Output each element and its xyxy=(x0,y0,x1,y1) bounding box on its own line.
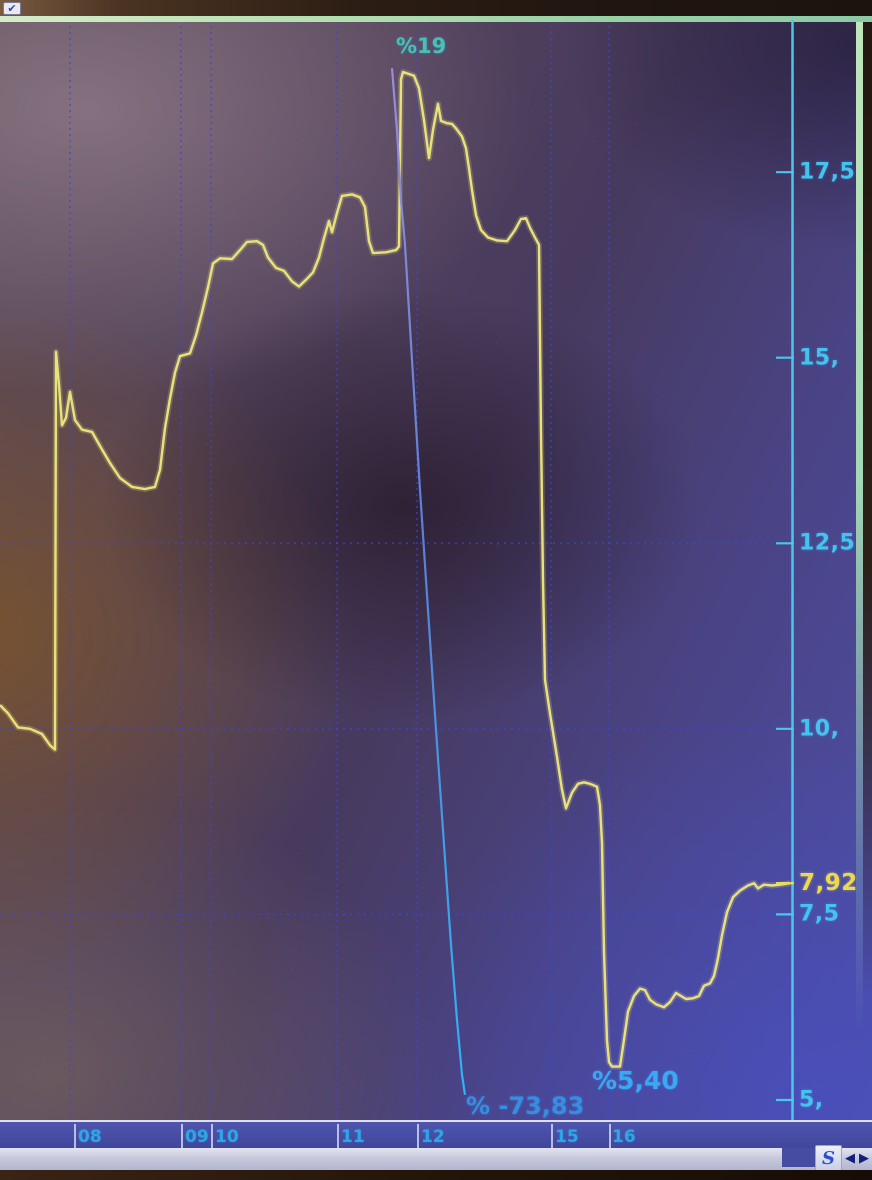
x-tick-label: 15 xyxy=(555,1127,579,1147)
x-tick xyxy=(551,1124,553,1148)
scroll-right-icon[interactable]: ▶ xyxy=(859,1151,869,1166)
scroll-left-icon[interactable]: ◀ xyxy=(845,1151,855,1166)
x-tick-label: 10 xyxy=(215,1127,239,1147)
scrollbar-track[interactable]: S ◀ ▶ xyxy=(0,1145,872,1172)
price-line-glow xyxy=(0,69,791,1070)
x-tick xyxy=(337,1124,339,1148)
change-line xyxy=(390,68,467,1095)
chart-canvas[interactable]: 17,5 15, 12,5 10, 7,5 5, 7,92 %19 %5,40% -73,83 xyxy=(0,20,872,1120)
x-tick-label: 11 xyxy=(341,1127,365,1147)
x-tick xyxy=(417,1124,419,1148)
refresh-icon[interactable]: S xyxy=(815,1145,842,1172)
price-line xyxy=(0,70,791,1068)
x-tick-label: 09 xyxy=(185,1127,209,1147)
time-axis[interactable]: 08 09 10 11 12 15 16 xyxy=(0,1120,872,1148)
frame-highlight-right xyxy=(856,22,863,1032)
window-topbar: ✔ xyxy=(0,0,872,16)
window-icon[interactable]: ✔ xyxy=(3,2,21,15)
x-tick-label: 08 xyxy=(78,1127,102,1147)
axis-corner-block xyxy=(782,1148,815,1167)
bottom-bezel xyxy=(0,1170,872,1180)
x-tick-label: 12 xyxy=(421,1127,445,1147)
frame-highlight-top xyxy=(0,16,872,22)
x-tick xyxy=(181,1124,183,1148)
x-tick-label: 16 xyxy=(612,1127,636,1147)
right-bezel xyxy=(863,22,872,1002)
x-tick xyxy=(74,1124,76,1148)
x-tick xyxy=(609,1124,611,1148)
x-tick xyxy=(211,1124,213,1148)
